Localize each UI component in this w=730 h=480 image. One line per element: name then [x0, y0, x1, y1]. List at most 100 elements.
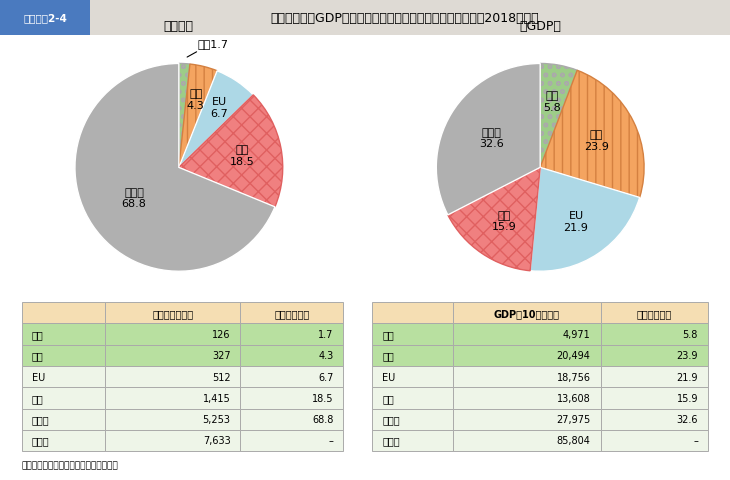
Text: シェア（％）: シェア（％） [637, 308, 672, 318]
Bar [372, 387, 453, 408]
Text: 中国
18.5: 中国 18.5 [230, 145, 255, 167]
Text: 日本: 日本 [383, 329, 394, 339]
Text: 1.7: 1.7 [318, 329, 334, 339]
Text: その他
32.6: その他 32.6 [479, 128, 504, 149]
Text: EU
6.7: EU 6.7 [210, 97, 228, 119]
Text: 5.8: 5.8 [683, 329, 698, 339]
Bar [601, 345, 708, 366]
Wedge shape [540, 64, 577, 168]
Text: 68.8: 68.8 [312, 414, 334, 424]
Text: 4,971: 4,971 [563, 329, 591, 339]
Text: EU: EU [383, 372, 396, 382]
Text: 23.9: 23.9 [677, 350, 698, 360]
Bar [105, 324, 240, 345]
Text: 6.7: 6.7 [318, 372, 334, 382]
Bar [105, 345, 240, 366]
Text: その他
68.8: その他 68.8 [121, 187, 147, 209]
Text: 1,415: 1,415 [203, 393, 231, 403]
Text: 世界の人口とGDPに占める我が国と米国の割合（平成３０（2018）年）: 世界の人口とGDPに占める我が国と米国の割合（平成３０（2018）年） [271, 12, 539, 24]
Bar [372, 430, 453, 451]
Bar [453, 387, 601, 408]
Bar [240, 366, 343, 387]
Bar [0, 0, 90, 36]
Wedge shape [179, 65, 217, 168]
Text: その他: その他 [31, 414, 49, 424]
Bar [601, 408, 708, 430]
Bar [22, 408, 105, 430]
Wedge shape [530, 168, 639, 272]
Text: 126: 126 [212, 329, 231, 339]
Bar [240, 324, 343, 345]
Text: 米国
4.3: 米国 4.3 [187, 89, 204, 110]
Bar [90, 0, 730, 36]
Text: シェア（％）: シェア（％） [274, 308, 310, 318]
Bar [22, 324, 105, 345]
Text: 世界計: 世界計 [383, 435, 400, 445]
Text: 18,756: 18,756 [556, 372, 591, 382]
Text: 18.5: 18.5 [312, 393, 334, 403]
Text: 4.3: 4.3 [318, 350, 334, 360]
Text: EU
21.9: EU 21.9 [564, 211, 588, 232]
Text: 図表トヒ2-4: 図表トヒ2-4 [23, 13, 67, 23]
Bar [22, 430, 105, 451]
Text: 32.6: 32.6 [677, 414, 698, 424]
Text: 21.9: 21.9 [677, 372, 698, 382]
Text: 512: 512 [212, 372, 231, 382]
Wedge shape [540, 71, 644, 198]
Bar [105, 430, 240, 451]
Bar [22, 387, 105, 408]
Title: （人口）: （人口） [164, 20, 194, 33]
Bar [601, 366, 708, 387]
Text: 米国: 米国 [31, 350, 43, 360]
Wedge shape [75, 64, 275, 272]
Bar [453, 324, 601, 345]
Bar [372, 302, 453, 324]
Text: GDP（10億ドル）: GDP（10億ドル） [493, 308, 560, 318]
Title: （GDP）: （GDP） [519, 20, 561, 33]
Bar [453, 366, 601, 387]
Bar [22, 366, 105, 387]
Wedge shape [447, 168, 540, 271]
Text: その他: その他 [383, 414, 400, 424]
Bar [372, 324, 453, 345]
Bar [601, 387, 708, 408]
Text: 13,608: 13,608 [557, 393, 591, 403]
Text: 日本1.7: 日本1.7 [187, 38, 228, 58]
Bar [453, 430, 601, 451]
Bar [22, 345, 105, 366]
Text: 資料：外務省資料を基に農林水産省作成: 資料：外務省資料を基に農林水産省作成 [22, 460, 119, 469]
Text: 中国: 中国 [31, 393, 43, 403]
Text: 日本
5.8: 日本 5.8 [544, 91, 561, 112]
Bar [240, 387, 343, 408]
Text: 7,633: 7,633 [203, 435, 231, 445]
Wedge shape [179, 72, 253, 168]
Bar [601, 302, 708, 324]
Bar [240, 302, 343, 324]
Text: 日本: 日本 [31, 329, 43, 339]
Text: 中国: 中国 [383, 393, 394, 403]
Bar [601, 430, 708, 451]
Bar [240, 345, 343, 366]
Wedge shape [179, 64, 190, 168]
Bar [105, 302, 240, 324]
Wedge shape [179, 96, 283, 207]
Wedge shape [437, 64, 540, 216]
Text: 人口（百万人）: 人口（百万人） [153, 308, 193, 318]
Text: 米国
23.9: 米国 23.9 [584, 130, 609, 151]
Bar [453, 302, 601, 324]
Text: 世界計: 世界計 [31, 435, 49, 445]
Bar [372, 408, 453, 430]
Bar [240, 430, 343, 451]
Bar [453, 345, 601, 366]
Text: 85,804: 85,804 [557, 435, 591, 445]
Text: 327: 327 [212, 350, 231, 360]
Text: –: – [694, 435, 698, 445]
Text: 中国
15.9: 中国 15.9 [491, 210, 516, 232]
Bar [372, 345, 453, 366]
Bar [240, 408, 343, 430]
Text: 米国: 米国 [383, 350, 394, 360]
Bar [105, 387, 240, 408]
Bar [453, 408, 601, 430]
Bar [105, 408, 240, 430]
Text: EU: EU [31, 372, 45, 382]
